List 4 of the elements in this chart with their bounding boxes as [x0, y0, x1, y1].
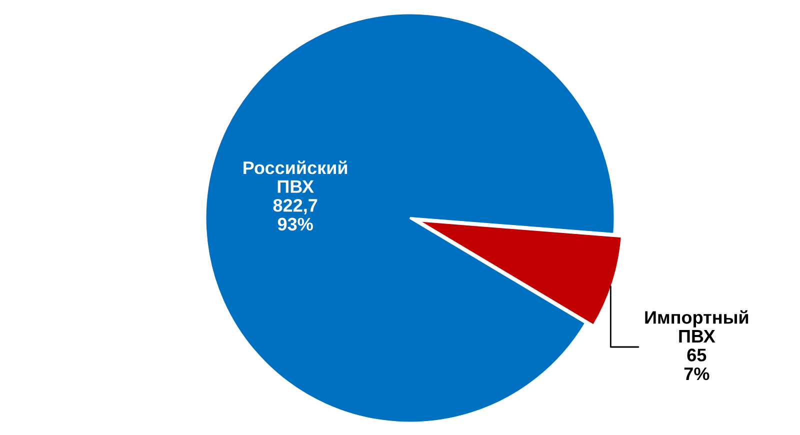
- slice-label: Импортный ПВХ: [645, 310, 748, 342]
- data-label: 822,7 93%: [273, 198, 318, 231]
- slice-label: Российский ПВХ: [244, 160, 348, 193]
- data-label: 65 7%: [684, 348, 710, 380]
